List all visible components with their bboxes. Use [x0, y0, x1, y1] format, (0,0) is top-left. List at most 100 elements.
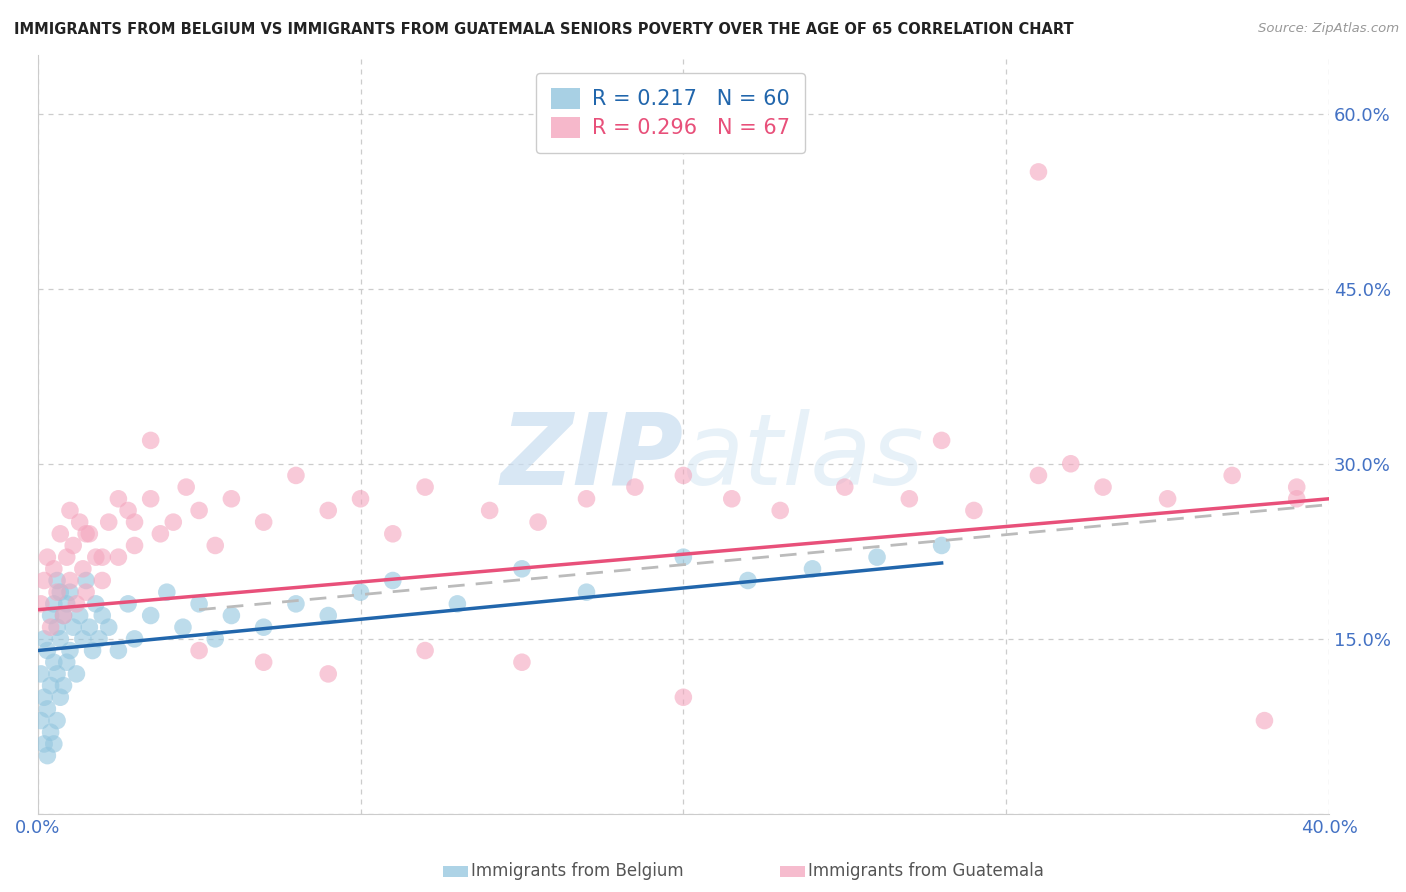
Point: [931, 434, 953, 448]
Point: [65, 597, 87, 611]
Point: [39, 679, 62, 693]
Point: [1253, 714, 1275, 728]
Point: [107, 550, 129, 565]
Point: [75, 585, 97, 599]
Point: [117, 597, 139, 611]
Point: [898, 491, 921, 506]
Point: [117, 503, 139, 517]
Text: atlas: atlas: [683, 409, 925, 506]
Point: [672, 690, 695, 705]
Point: [30, 666, 52, 681]
Point: [37, 550, 59, 565]
Point: [49, 585, 72, 599]
Point: [624, 480, 647, 494]
Point: [30, 714, 52, 728]
Point: [39, 620, 62, 634]
Point: [139, 434, 162, 448]
Point: [97, 620, 120, 634]
Point: [316, 666, 339, 681]
Point: [204, 539, 226, 553]
Point: [672, 468, 695, 483]
Point: [59, 585, 82, 599]
Point: [107, 643, 129, 657]
Point: [149, 526, 172, 541]
Point: [510, 562, 533, 576]
Point: [931, 539, 953, 553]
Point: [32, 574, 55, 588]
Point: [156, 585, 179, 599]
Point: [1092, 480, 1115, 494]
Point: [39, 725, 62, 739]
Point: [30, 597, 52, 611]
Point: [32, 690, 55, 705]
Point: [55, 655, 77, 669]
Point: [79, 526, 101, 541]
Point: [91, 550, 114, 565]
Point: [221, 608, 243, 623]
Point: [46, 666, 69, 681]
Point: [381, 574, 404, 588]
Point: [75, 526, 97, 541]
Point: [84, 597, 107, 611]
Point: [284, 468, 307, 483]
Point: [1285, 480, 1308, 494]
Point: [575, 491, 598, 506]
Point: [866, 550, 889, 565]
Point: [107, 491, 129, 506]
Point: [575, 585, 598, 599]
Point: [52, 679, 75, 693]
Point: [55, 550, 77, 565]
Point: [84, 550, 107, 565]
Point: [221, 491, 243, 506]
Point: [59, 574, 82, 588]
Point: [46, 714, 69, 728]
Text: Source: ZipAtlas.com: Source: ZipAtlas.com: [1258, 22, 1399, 36]
Point: [284, 597, 307, 611]
Point: [316, 608, 339, 623]
Point: [381, 526, 404, 541]
Point: [65, 666, 87, 681]
Point: [769, 503, 792, 517]
Point: [97, 515, 120, 529]
Point: [55, 597, 77, 611]
Point: [82, 643, 104, 657]
Text: Immigrants from Guatemala: Immigrants from Guatemala: [808, 862, 1045, 880]
Point: [174, 480, 197, 494]
Point: [42, 562, 65, 576]
Point: [59, 503, 82, 517]
Point: [446, 597, 468, 611]
Legend: R = 0.217   N = 60, R = 0.296   N = 67: R = 0.217 N = 60, R = 0.296 N = 67: [536, 73, 804, 153]
Point: [527, 515, 550, 529]
Point: [162, 515, 184, 529]
Point: [188, 643, 211, 657]
Point: [139, 491, 162, 506]
Point: [253, 620, 276, 634]
Point: [37, 643, 59, 657]
Point: [801, 562, 824, 576]
Text: ZIP: ZIP: [501, 409, 683, 506]
Point: [72, 632, 94, 646]
Point: [188, 597, 211, 611]
Text: Immigrants from Belgium: Immigrants from Belgium: [471, 862, 683, 880]
Point: [963, 503, 986, 517]
Point: [91, 608, 114, 623]
Point: [46, 620, 69, 634]
Point: [87, 632, 110, 646]
Point: [510, 655, 533, 669]
Point: [37, 702, 59, 716]
Point: [59, 643, 82, 657]
Point: [49, 690, 72, 705]
Point: [52, 608, 75, 623]
Point: [413, 480, 436, 494]
Point: [62, 620, 84, 634]
Point: [42, 655, 65, 669]
Point: [349, 491, 371, 506]
Point: [42, 737, 65, 751]
Point: [32, 737, 55, 751]
Point: [52, 608, 75, 623]
Point: [139, 608, 162, 623]
Point: [124, 539, 146, 553]
Point: [62, 539, 84, 553]
Point: [253, 655, 276, 669]
Point: [672, 550, 695, 565]
